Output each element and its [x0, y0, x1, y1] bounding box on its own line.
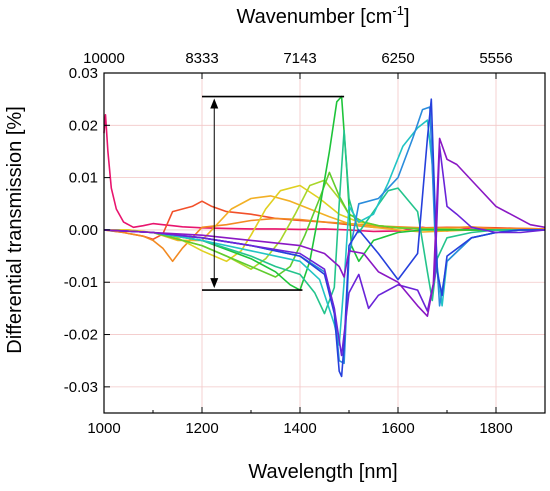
axes: 1000 1200 1400 1600 1800 -0.03 -0.02 -0.01 0.00 0… [64, 50, 513, 437]
top-tick-label-1: 8333 [185, 50, 218, 67]
plot-frame [103, 72, 546, 414]
grid [103, 72, 545, 413]
y-tick-label-6: 0.03 [69, 65, 98, 82]
top-axis-title: Wavenumber [cm-1] [236, 3, 409, 28]
x-axis-title: Wavelength [nm] [248, 461, 397, 483]
series-line-13 [103, 137, 546, 318]
x-tick-label-4: 1800 [479, 420, 512, 437]
top-axis-title-suffix: ] [404, 6, 410, 28]
y-tick-label-5: 0.02 [69, 117, 98, 134]
x-tick-label-1: 1200 [185, 420, 218, 437]
y-tick-label-0: -0.03 [64, 379, 98, 396]
y-tick-label-1: -0.02 [64, 327, 98, 344]
x-tick-label-2: 1400 [283, 420, 316, 437]
y-tick-label-2: -0.01 [64, 274, 98, 291]
top-tick-label-0: 10000 [83, 50, 125, 67]
series-line-11 [103, 98, 545, 378]
y-tick-label-4: 0.01 [69, 170, 98, 187]
series-line-12 [103, 145, 546, 357]
series-line-9 [103, 119, 545, 346]
x-tick-label-3: 1600 [381, 420, 414, 437]
top-tick-label-2: 7143 [283, 50, 316, 67]
range-arrow-head-up [210, 98, 219, 109]
series-line-2 [103, 217, 546, 263]
top-axis-title-superscript: -1 [392, 3, 404, 18]
series-line-4 [104, 184, 545, 263]
top-tick-label-3: 6250 [381, 50, 414, 67]
top-tick-label-4: 5556 [479, 50, 512, 67]
top-axis-title-main: Wavenumber [cm [236, 6, 392, 28]
series-line-8 [103, 129, 545, 315]
range-arrow-head-down [210, 278, 219, 289]
y-tick-label-3: 0.00 [69, 222, 98, 239]
y-axis-title: Differential transmission [%] [4, 106, 26, 354]
range-annotation [202, 95, 345, 291]
x-tick-label-0: 1000 [87, 420, 120, 437]
